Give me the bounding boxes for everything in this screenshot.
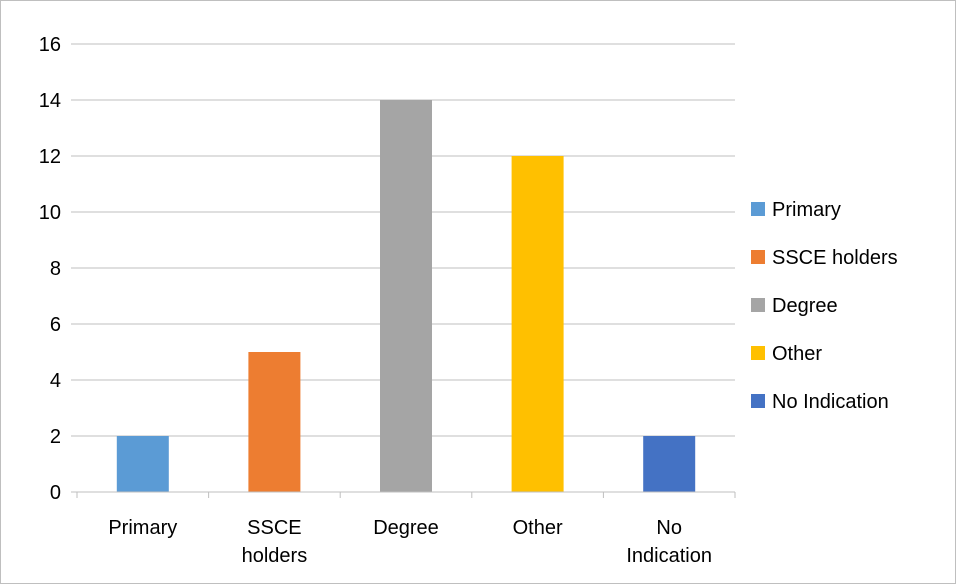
y-tick-label: 10: [39, 202, 61, 224]
legend-swatch: [751, 202, 765, 216]
legend-label: Other: [772, 343, 822, 365]
x-category-label: No Indication: [626, 517, 712, 567]
legend-swatch: [751, 394, 765, 408]
bar-other: [511, 156, 564, 492]
x-category-label: Other: [513, 517, 563, 539]
axes: [76, 491, 736, 498]
legend-label: Primary: [772, 199, 841, 221]
y-tick-label: 8: [50, 258, 61, 280]
legend-label: No Indication: [772, 391, 889, 413]
bar-no-indication: [643, 436, 696, 492]
y-tick-label: 4: [50, 370, 61, 392]
bars: [116, 100, 696, 492]
x-category-label: SSCE holders: [242, 517, 308, 567]
x-category-label: Primary: [108, 517, 177, 539]
y-tick-label: 16: [39, 34, 61, 56]
legend-swatch: [751, 298, 765, 312]
legend-label: Degree: [772, 295, 838, 317]
y-tick-label: 12: [39, 146, 61, 168]
y-tick-labels: 0 2 4 6 8 10 12 14 16: [39, 34, 61, 504]
y-tick-label: 6: [50, 314, 61, 336]
bar-ssce-holders: [248, 352, 301, 492]
y-tick-label: 2: [50, 426, 61, 448]
legend-label: SSCE holders: [772, 247, 898, 269]
y-tick-label: 0: [50, 482, 61, 504]
bar-primary: [116, 436, 169, 492]
bar-degree: [380, 100, 432, 492]
x-category-labels: Primary SSCE holders Degree Other No Indicatio…: [108, 517, 712, 567]
legend-swatch: [751, 346, 765, 360]
x-category-label: Degree: [373, 517, 439, 539]
y-tick-label: 14: [39, 90, 61, 112]
legend: Primary SSCE holders Degree Other No Indicat…: [751, 199, 898, 413]
legend-swatch: [751, 250, 765, 264]
